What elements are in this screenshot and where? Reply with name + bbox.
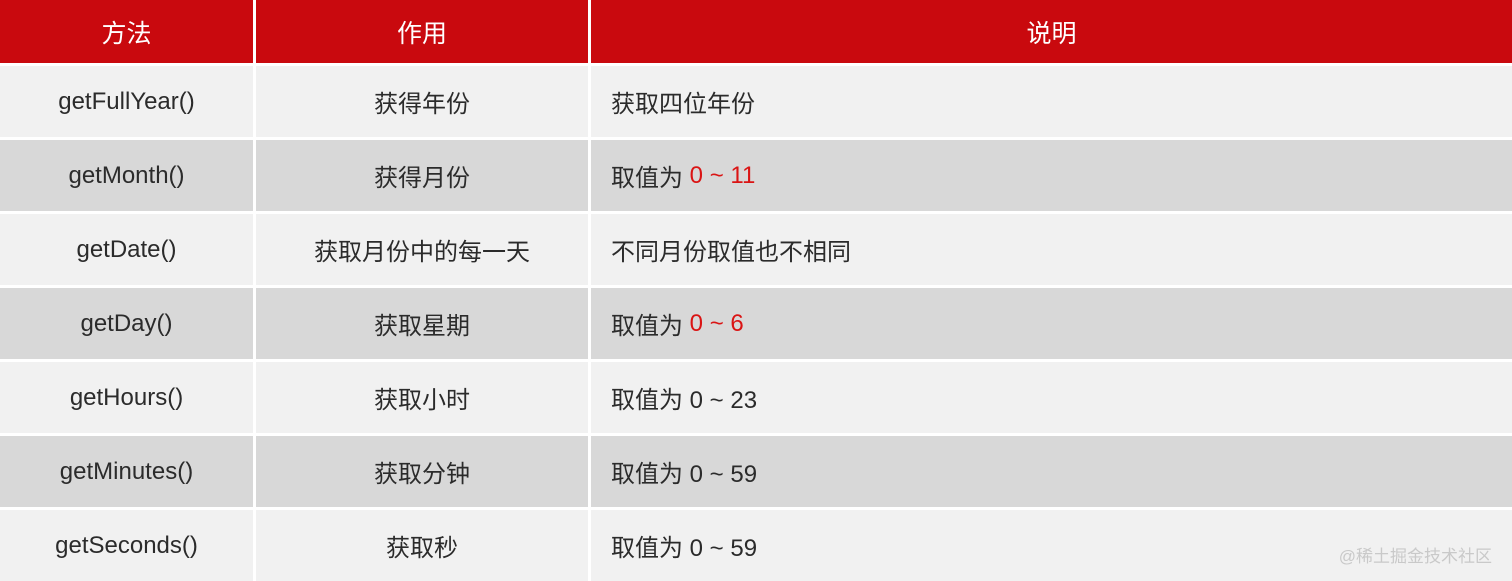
description-text: 取值为 (611, 165, 690, 192)
method-cell: getHours() (0, 362, 253, 433)
method-cell: getDate() (0, 214, 253, 285)
table-row: getMonth() 获得月份 取值为 0 ~ 11 (0, 140, 1512, 211)
description-text: 取值为 0 ~ 59 (611, 535, 758, 562)
description-cell: 取值为 0 ~ 11 (591, 140, 1512, 211)
method-cell: getFullYear() (0, 66, 253, 137)
description-cell: 取值为 0 ~ 59 (591, 436, 1512, 507)
description-text: 取值为 0 ~ 59 (611, 461, 758, 488)
header-method: 方法 (0, 0, 253, 63)
action-cell: 获取月份中的每一天 (256, 214, 588, 285)
description-cell: 取值为 0 ~ 6 (591, 288, 1512, 359)
table-row: getMinutes() 获取分钟 取值为 0 ~ 59 (0, 436, 1512, 507)
description-text: 取值为 0 ~ 23 (611, 387, 758, 414)
description-highlight: 0 ~ 6 (689, 309, 744, 337)
method-cell: getSeconds() (0, 510, 253, 581)
action-cell: 获取秒 (256, 510, 588, 581)
header-action: 作用 (256, 0, 588, 63)
action-cell: 获得年份 (256, 66, 588, 137)
action-cell: 获取分钟 (256, 436, 588, 507)
action-cell: 获得月份 (256, 140, 588, 211)
table-header-row: 方法 作用 说明 (0, 0, 1512, 63)
table-row: getSeconds() 获取秒 取值为 0 ~ 59 (0, 510, 1512, 581)
description-cell: 取值为 0 ~ 59 (591, 510, 1512, 581)
description-cell: 获取四位年份 (591, 66, 1512, 137)
table-row: getFullYear() 获得年份 获取四位年份 (0, 66, 1512, 137)
method-cell: getDay() (0, 288, 253, 359)
description-text: 取值为 (611, 313, 690, 340)
header-description: 说明 (591, 0, 1512, 63)
table-row: getDate() 获取月份中的每一天 不同月份取值也不相同 (0, 214, 1512, 285)
method-cell: getMonth() (0, 140, 253, 211)
table-row: getHours() 获取小时 取值为 0 ~ 23 (0, 362, 1512, 433)
description-cell: 取值为 0 ~ 23 (591, 362, 1512, 433)
action-cell: 获取小时 (256, 362, 588, 433)
description-cell: 不同月份取值也不相同 (591, 214, 1512, 285)
method-cell: getMinutes() (0, 436, 253, 507)
description-text: 获取四位年份 (611, 91, 755, 118)
action-cell: 获取星期 (256, 288, 588, 359)
table-row: getDay() 获取星期 取值为 0 ~ 6 (0, 288, 1512, 359)
description-highlight: 0 ~ 11 (689, 161, 756, 189)
description-text: 不同月份取值也不相同 (611, 239, 851, 266)
